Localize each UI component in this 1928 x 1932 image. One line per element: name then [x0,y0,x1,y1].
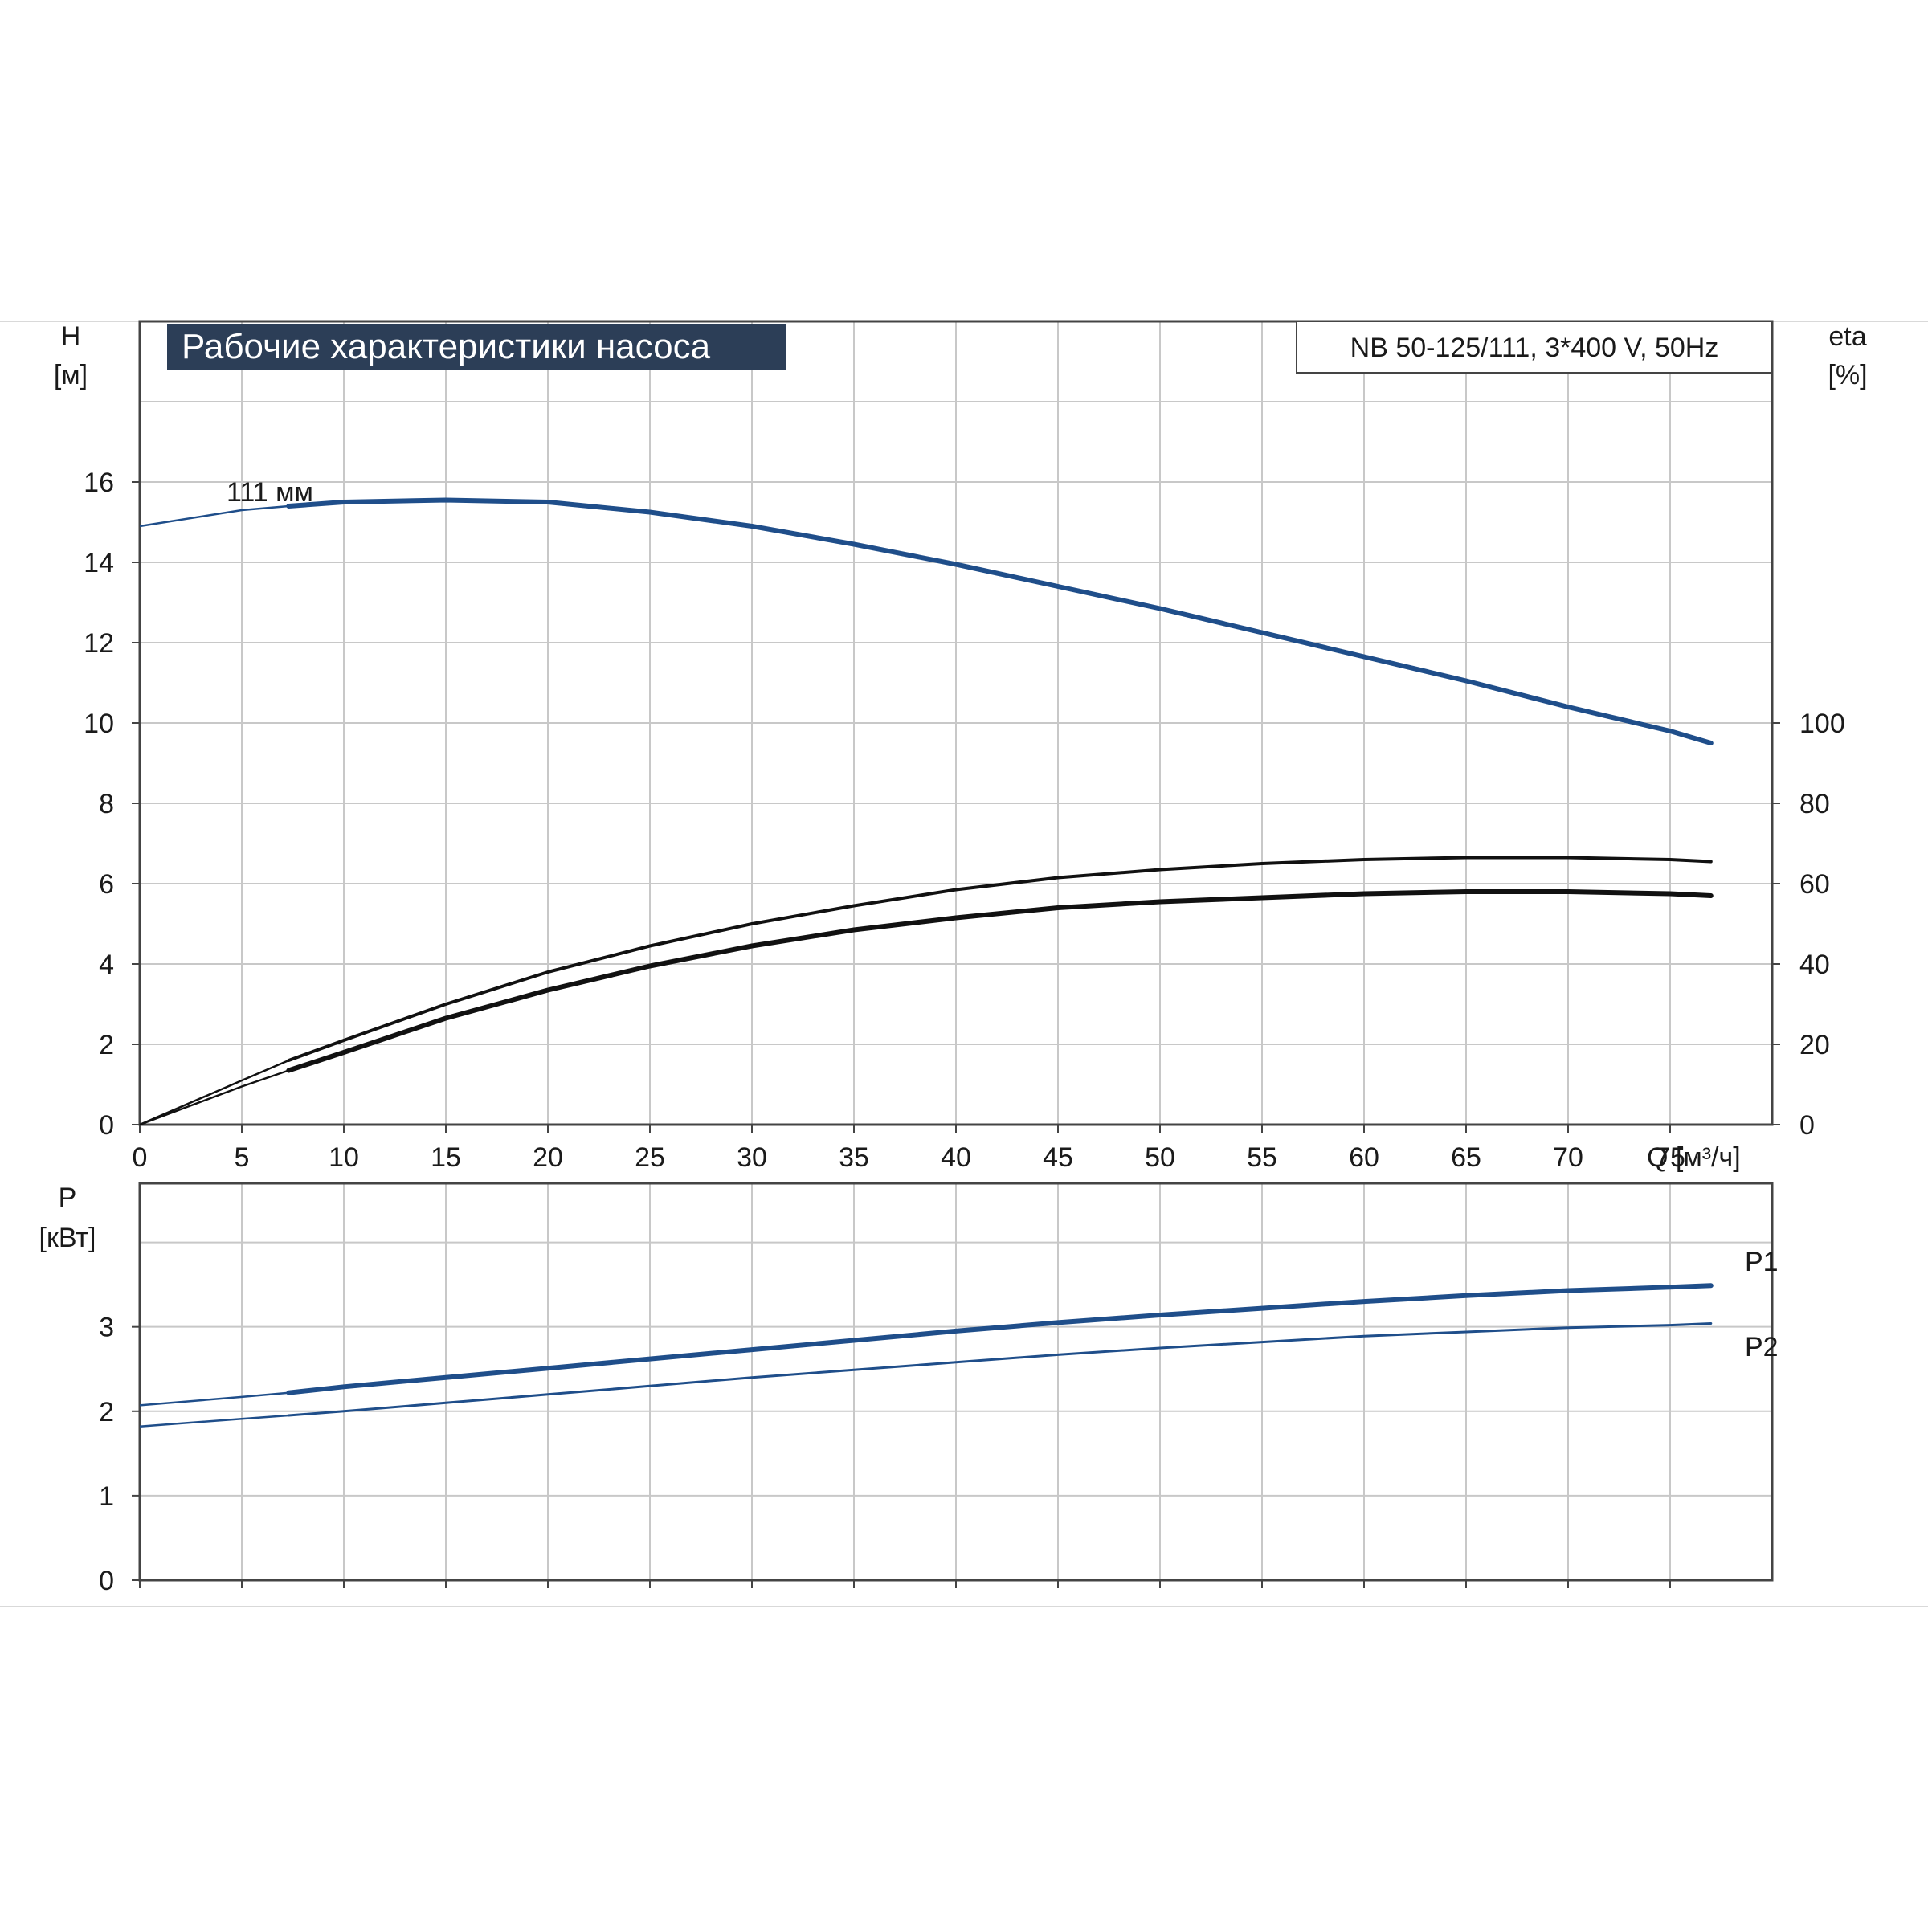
x-tick-label: 10 [329,1142,359,1173]
efficiency-curve-upper [287,856,1713,1062]
x-tick-label: 5 [235,1142,250,1173]
y-axis-unit-m: [м] [54,360,88,390]
p-axis-label: P [59,1182,77,1213]
p-tick-label: 0 [99,1566,114,1596]
x-tick-label: 45 [1043,1142,1073,1173]
x-tick-label: 0 [133,1142,148,1173]
y2-tick-label: 100 [1799,709,1845,739]
power-curve-p2-thin [139,1414,289,1428]
p1-label: P1 [1745,1247,1779,1277]
x-tick-label: 20 [533,1142,563,1173]
x-tick-label: 25 [635,1142,665,1173]
p-tick-label: 1 [99,1481,114,1512]
x-tick-label: 35 [839,1142,869,1173]
power-curve-p2 [287,1322,1713,1417]
head-curve-111mm [286,497,1714,745]
x-axis-label: Q [м³/ч] [1647,1142,1741,1173]
y-tick-label: 12 [84,628,114,659]
model-label-box [1296,321,1773,374]
y-tick-label: 4 [99,950,114,980]
p2-label: P2 [1745,1332,1779,1362]
p-tick-label: 2 [99,1397,114,1428]
y2-axis-label-eta: eta [1828,321,1866,352]
impeller-diameter-label: 111 мм [227,477,313,508]
efficiency-curve-lower-thin [139,1069,289,1126]
x-tick-label: 60 [1349,1142,1379,1173]
p-tick-label: 3 [99,1313,114,1343]
efficiency-curve-upper-thin [139,1059,289,1126]
x-tick-label: 30 [737,1142,767,1173]
efficiency-curve-lower [286,889,1714,1073]
y-tick-label: 14 [84,548,114,578]
y2-tick-label: 80 [1799,789,1830,819]
x-tick-label: 70 [1553,1142,1583,1173]
y-tick-label: 0 [99,1110,114,1141]
y-axis-label-h: H [61,321,81,352]
title-background [167,324,786,370]
model-label: NB 50-125/111, 3*400 V, 50Hz [1350,333,1719,363]
x-tick-label: 65 [1451,1142,1481,1173]
y-tick-label: 8 [99,789,114,819]
y-tick-label: 2 [99,1030,114,1060]
chart-title: Рабочие характеристики насоса [182,327,711,366]
x-tick-label: 75 [1655,1142,1685,1173]
x-tick-label: 15 [431,1142,461,1173]
y-tick-label: 16 [84,468,114,498]
p-axis-unit: [кВт] [39,1223,96,1253]
x-tick-label: 40 [941,1142,971,1173]
x-tick-label: 55 [1247,1142,1277,1173]
y-tick-label: 10 [84,709,114,739]
y2-tick-label: 0 [1799,1110,1815,1141]
y2-tick-label: 60 [1799,869,1830,900]
head-curve-111mm-thin [139,504,289,528]
y2-axis-unit-percent: [%] [1828,360,1867,390]
y-tick-label: 6 [99,869,114,900]
y2-tick-label: 40 [1799,950,1830,980]
y2-tick-label: 20 [1799,1030,1830,1060]
x-tick-label: 50 [1145,1142,1175,1173]
power-curve-p1 [286,1283,1714,1395]
power-curve-p1-thin [139,1391,289,1407]
